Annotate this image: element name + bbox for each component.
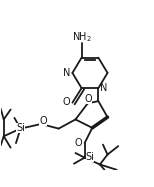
Text: O: O	[85, 94, 92, 104]
Text: O: O	[39, 116, 47, 126]
Text: O: O	[75, 138, 82, 148]
Text: Si: Si	[85, 152, 94, 162]
Text: Si: Si	[16, 123, 25, 133]
Text: O: O	[63, 97, 70, 107]
Text: N: N	[63, 68, 70, 78]
Text: N: N	[100, 83, 108, 93]
Text: NH$_2$: NH$_2$	[72, 30, 92, 44]
